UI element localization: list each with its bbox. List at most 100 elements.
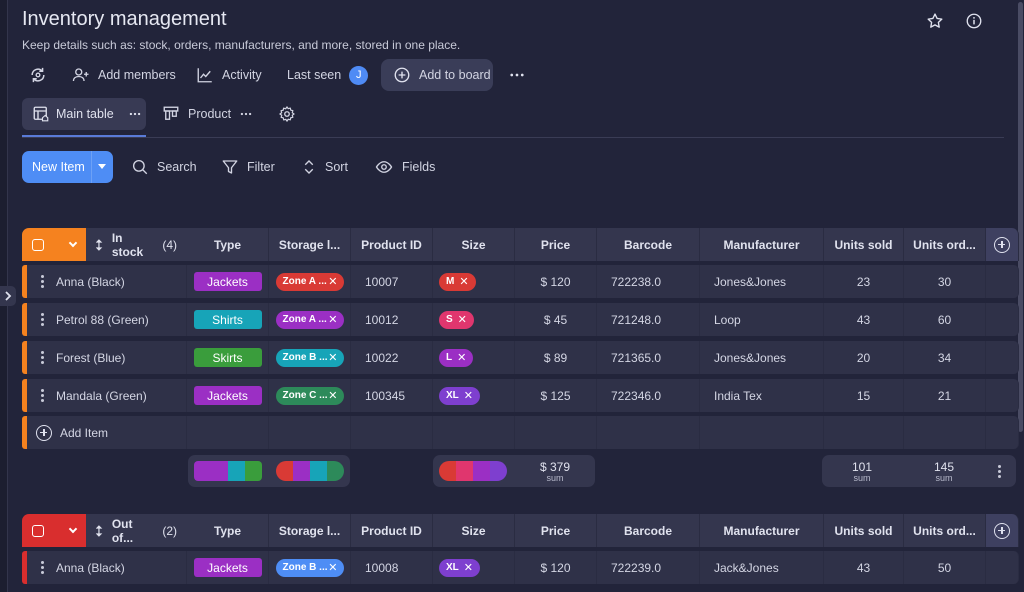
- storage-cell[interactable]: Zone A ... ✕: [269, 303, 351, 336]
- column-header-manufacturer[interactable]: Manufacturer: [700, 514, 824, 547]
- column-header-barcode[interactable]: Barcode: [597, 514, 700, 547]
- group-color-cell[interactable]: [22, 228, 86, 261]
- last-seen-button[interactable]: Last seen J: [287, 60, 369, 90]
- column-header-price[interactable]: Price: [515, 514, 597, 547]
- manufacturer-cell[interactable]: Jones&Jones: [700, 265, 824, 298]
- units-sold-cell[interactable]: 43: [824, 303, 904, 336]
- column-header-size[interactable]: Size: [433, 514, 515, 547]
- group-color-cell[interactable]: [22, 514, 86, 547]
- group-checkbox[interactable]: [32, 238, 44, 251]
- remove-tag-icon[interactable]: ✕: [328, 276, 338, 288]
- product-id-cell[interactable]: 100345: [351, 379, 433, 412]
- barcode-cell[interactable]: 722346.0: [597, 379, 700, 412]
- manufacturer-cell[interactable]: India Tex: [700, 379, 824, 412]
- gear-icon[interactable]: [276, 103, 298, 125]
- size-cell[interactable]: XL ✕: [433, 551, 515, 584]
- fields-button[interactable]: Fields: [374, 152, 435, 182]
- drag-handle-icon[interactable]: [96, 524, 106, 537]
- product-id-cell[interactable]: 10008: [351, 551, 433, 584]
- row-menu-icon[interactable]: [41, 313, 44, 326]
- column-header-manufacturer[interactable]: Manufacturer: [700, 228, 824, 261]
- remove-tag-icon[interactable]: ✕: [463, 390, 473, 402]
- manufacturer-cell[interactable]: Loop: [700, 303, 824, 336]
- column-header-units-sold[interactable]: Units sold: [824, 228, 904, 261]
- group-checkbox[interactable]: [32, 524, 44, 537]
- price-cell[interactable]: $ 120: [515, 551, 597, 584]
- add-item-row[interactable]: Add Item: [22, 416, 1019, 449]
- barcode-cell[interactable]: 721365.0: [597, 341, 700, 374]
- type-cell[interactable]: Jackets: [187, 551, 269, 584]
- storage-cell[interactable]: Zone A ... ✕: [269, 265, 351, 298]
- item-name-cell[interactable]: Anna (Black): [27, 551, 187, 584]
- summary-more-icon[interactable]: [998, 465, 1001, 478]
- remove-tag-icon[interactable]: ✕: [328, 562, 338, 574]
- remove-tag-icon[interactable]: ✕: [459, 276, 469, 288]
- add-members-button[interactable]: Add members: [72, 60, 176, 90]
- product-id-cell[interactable]: 10012: [351, 303, 433, 336]
- info-icon[interactable]: [963, 10, 985, 32]
- size-cell[interactable]: M ✕: [433, 265, 515, 298]
- add-item-cell[interactable]: Add Item: [27, 416, 187, 449]
- item-name-cell[interactable]: Mandala (Green): [27, 379, 187, 412]
- storage-cell[interactable]: Zone C ... ✕: [269, 379, 351, 412]
- storage-cell[interactable]: Zone B ... ✕: [269, 341, 351, 374]
- table-row[interactable]: Petrol 88 (Green) Shirts Zone A ... ✕ 10012 S…: [22, 303, 1019, 336]
- units-sold-cell[interactable]: 20: [824, 341, 904, 374]
- type-cell[interactable]: Jackets: [187, 379, 269, 412]
- more-horizontal-icon[interactable]: [128, 107, 142, 121]
- chevron-down-icon[interactable]: [68, 524, 78, 533]
- column-header-product-id[interactable]: Product ID: [351, 228, 433, 261]
- group-label[interactable]: In stock (4): [86, 228, 187, 261]
- star-icon[interactable]: [924, 10, 946, 32]
- type-cell[interactable]: Shirts: [187, 303, 269, 336]
- caret-down-icon[interactable]: [98, 164, 106, 169]
- column-header-product-id[interactable]: Product ID: [351, 514, 433, 547]
- barcode-cell[interactable]: 721248.0: [597, 303, 700, 336]
- group-label[interactable]: Out of... (2): [86, 514, 187, 547]
- manufacturer-cell[interactable]: Jones&Jones: [700, 341, 824, 374]
- type-cell[interactable]: Skirts: [187, 341, 269, 374]
- column-header-size[interactable]: Size: [433, 228, 515, 261]
- table-row[interactable]: Anna (Black) Jackets Zone A ... ✕ 10007 M ✕ $ 1…: [22, 265, 1019, 298]
- add-to-board-button[interactable]: Add to board: [381, 59, 493, 91]
- vertical-scrollbar[interactable]: [1016, 0, 1024, 440]
- expand-sidebar-button[interactable]: [0, 286, 16, 306]
- units-sold-cell[interactable]: 43: [824, 551, 904, 584]
- barcode-cell[interactable]: 722239.0: [597, 551, 700, 584]
- column-header-price[interactable]: Price: [515, 228, 597, 261]
- column-header-storage[interactable]: Storage l...: [269, 514, 351, 547]
- column-header-storage[interactable]: Storage l...: [269, 228, 351, 261]
- table-row[interactable]: Mandala (Green) Jackets Zone C ... ✕ 100345 X…: [22, 379, 1019, 412]
- column-header-type[interactable]: Type: [187, 514, 269, 547]
- chevron-down-icon[interactable]: [68, 238, 78, 247]
- column-header-type[interactable]: Type: [187, 228, 269, 261]
- search-button[interactable]: Search: [131, 152, 197, 182]
- price-cell[interactable]: $ 89: [515, 341, 597, 374]
- item-name-cell[interactable]: Forest (Blue): [27, 341, 187, 374]
- size-cell[interactable]: XL ✕: [433, 379, 515, 412]
- size-cell[interactable]: S ✕: [433, 303, 515, 336]
- drag-handle-icon[interactable]: [96, 238, 106, 251]
- column-header-units-ordered[interactable]: Units ord...: [904, 514, 986, 547]
- item-name-cell[interactable]: Petrol 88 (Green): [27, 303, 187, 336]
- row-menu-icon[interactable]: [41, 275, 44, 288]
- storage-cell[interactable]: Zone B ... ✕: [269, 551, 351, 584]
- table-row[interactable]: Forest (Blue) Skirts Zone B ... ✕ 10022 L ✕ $ 8…: [22, 341, 1019, 374]
- product-id-cell[interactable]: 10007: [351, 265, 433, 298]
- price-cell[interactable]: $ 45: [515, 303, 597, 336]
- remove-tag-icon[interactable]: ✕: [457, 314, 467, 326]
- units-ordered-cell[interactable]: 50: [904, 551, 986, 584]
- column-header-units-sold[interactable]: Units sold: [824, 514, 904, 547]
- new-item-button[interactable]: New Item: [22, 151, 113, 183]
- units-ordered-cell[interactable]: 30: [904, 265, 986, 298]
- remove-tag-icon[interactable]: ✕: [463, 562, 473, 574]
- manufacturer-cell[interactable]: Jack&Jones: [700, 551, 824, 584]
- units-ordered-cell[interactable]: 60: [904, 303, 986, 336]
- barcode-cell[interactable]: 722238.0: [597, 265, 700, 298]
- row-menu-icon[interactable]: [41, 351, 44, 364]
- tab-main-table[interactable]: Main table: [22, 98, 146, 130]
- row-menu-icon[interactable]: [41, 561, 44, 574]
- table-row[interactable]: Anna (Black) Jackets Zone B ... ✕ 10008 XL ✕ $ …: [22, 551, 1019, 584]
- remove-tag-icon[interactable]: ✕: [328, 314, 338, 326]
- price-cell[interactable]: $ 125: [515, 379, 597, 412]
